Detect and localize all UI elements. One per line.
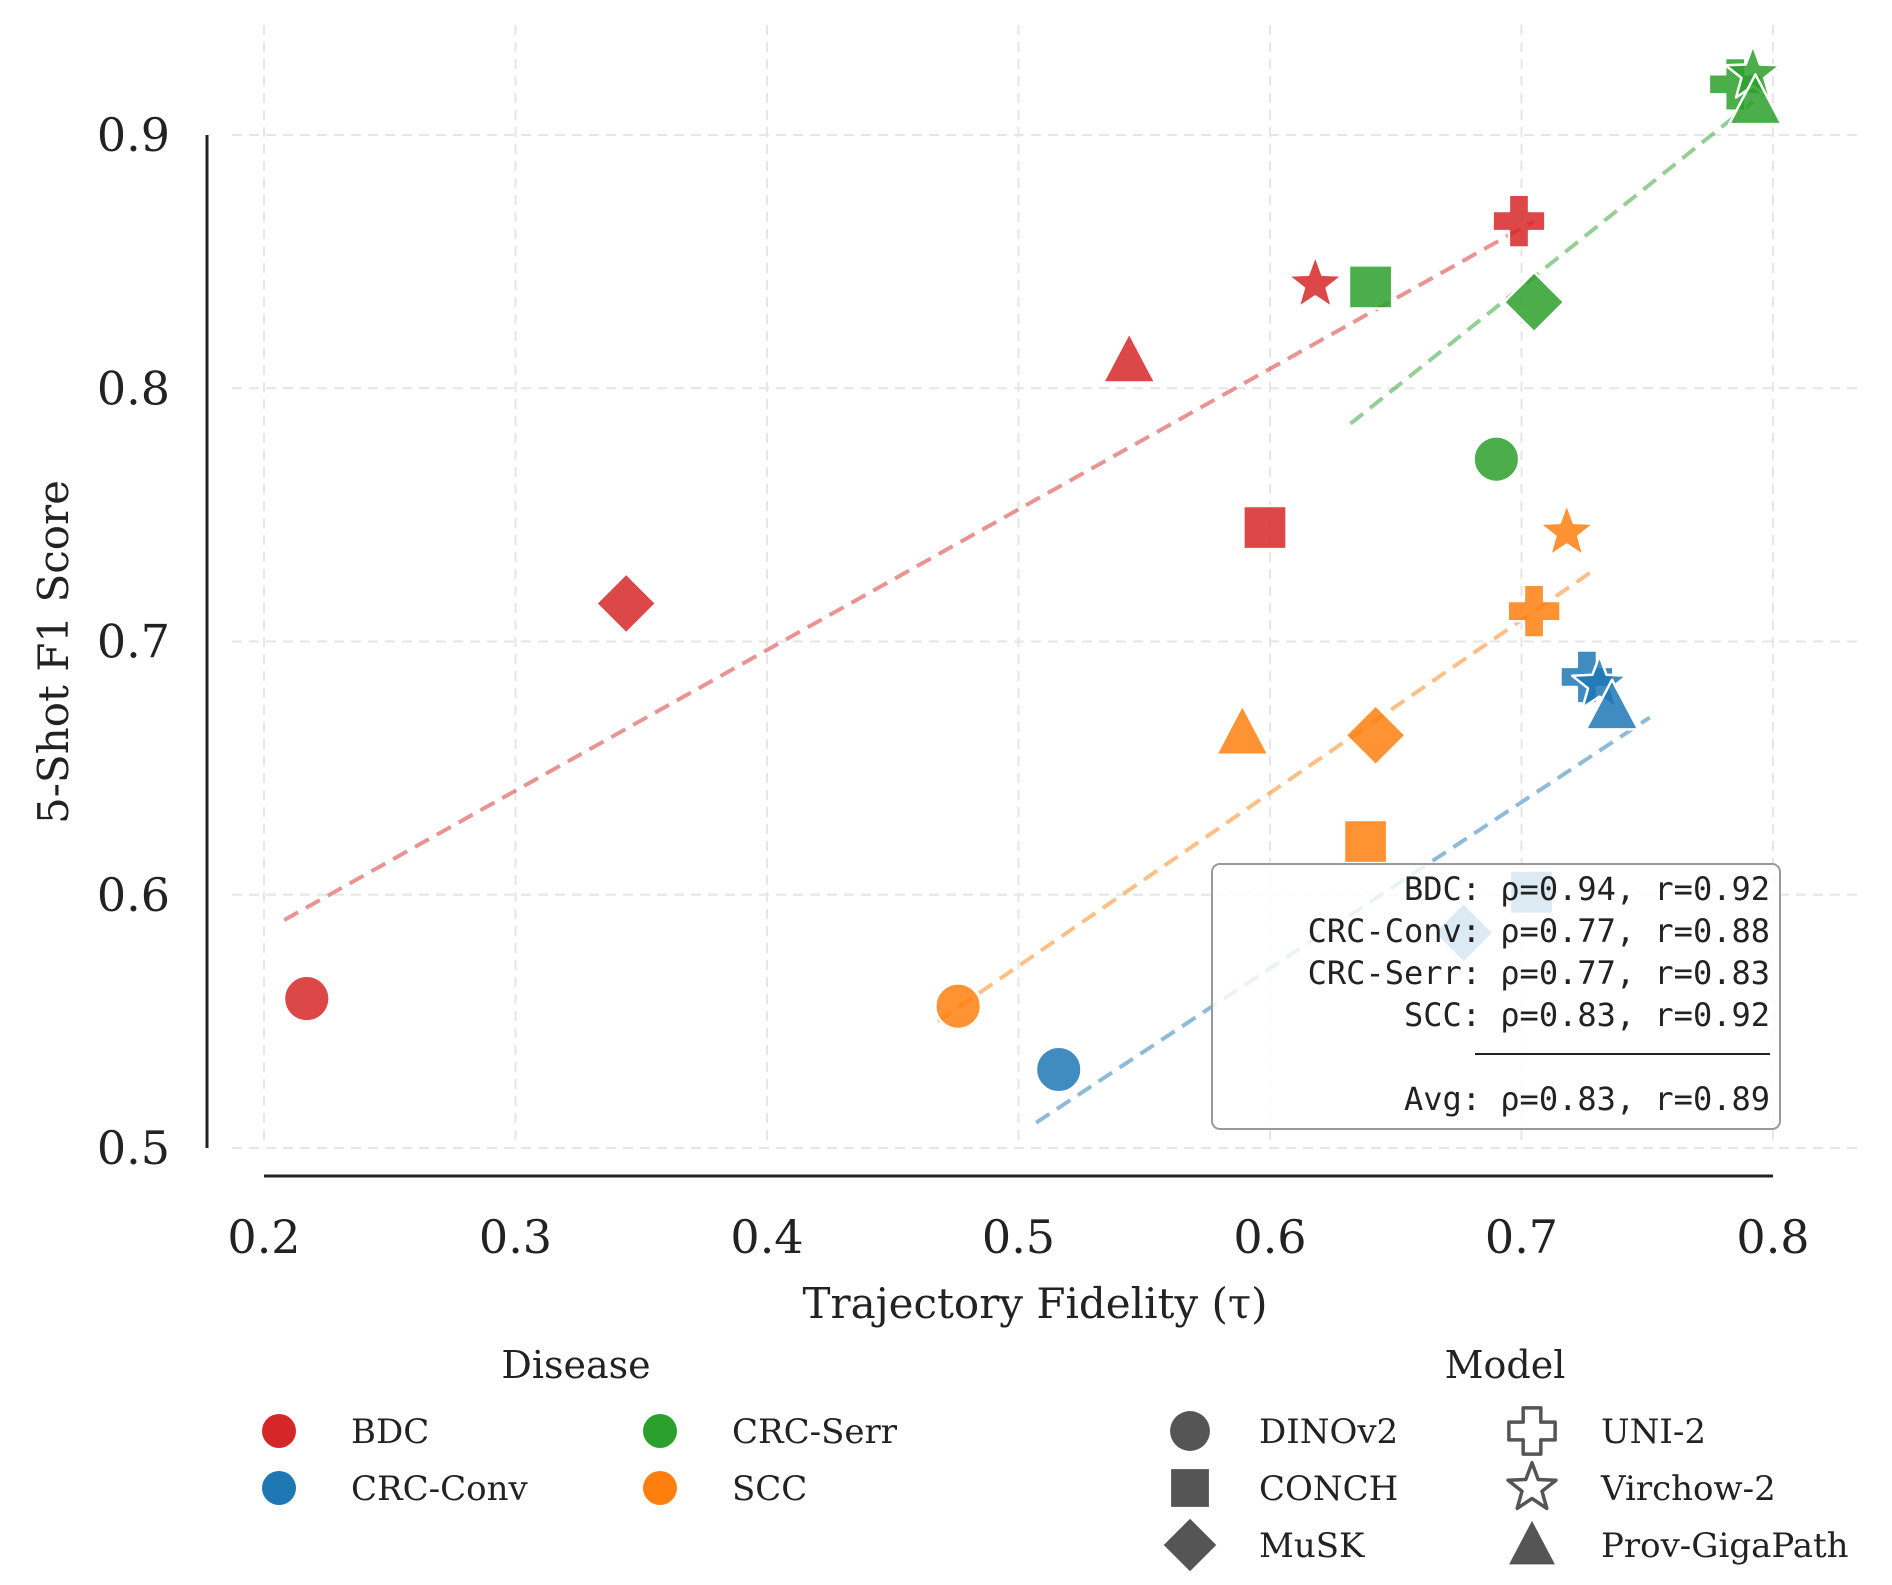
x-tick-label: 0.4: [730, 1210, 803, 1264]
point-bdc-prov-gigapath: [1101, 331, 1157, 384]
point-bdc-dinov2: [282, 974, 331, 1023]
x-tick-label: 0.2: [227, 1210, 300, 1264]
point-scc-conch: [1342, 818, 1389, 865]
trend-line-crc-conv: [1034, 715, 1651, 1125]
point-crc-conv-prov-gigapath: [1584, 678, 1640, 731]
x-tick-label: 0.6: [1233, 1210, 1306, 1264]
x-axis-title: Trajectory Fidelity (τ): [803, 1279, 1268, 1328]
point-crc-conv-dinov2: [1034, 1045, 1083, 1094]
stats-box-frame: [1211, 863, 1781, 1130]
y-tick-label: 0.5: [97, 1121, 170, 1175]
point-bdc-conch: [1242, 504, 1288, 551]
legend-marker-virchow-2: [1506, 1461, 1558, 1511]
legend-label-crc-conv: CRC-Conv: [351, 1469, 528, 1509]
legend: Disease Model BDC CRC-Serr CRC-Conv SCC DINO…: [262, 1343, 1849, 1572]
legend-color-crc-serr: [643, 1414, 677, 1448]
y-tick-label: 0.8: [97, 361, 170, 415]
legend-marker-prov-gigapath: [1509, 1520, 1555, 1565]
point-bdc-musk: [594, 572, 658, 635]
point-crc-conv-virchow-2: [1570, 654, 1629, 710]
point-scc-prov-gigapath: [1214, 703, 1270, 756]
legend-label-dinov2: DINOv2: [1259, 1412, 1398, 1452]
x-tick-label: 0.7: [1485, 1210, 1558, 1264]
x-tick-label: 0.3: [479, 1210, 552, 1264]
ticks: 0.2 0.3 0.4 0.5 0.6 0.7 0.8 0.5 0.6 0.7 0.8 0.9: [97, 108, 1810, 1264]
trend-line-bdc: [283, 219, 1536, 922]
legend-marker-conch: [1171, 1469, 1209, 1507]
stats-line-crc-conv: CRC-Conv: ρ=0.77, r=0.88: [1308, 912, 1770, 950]
x-tick-label: 0.8: [1736, 1210, 1809, 1264]
point-scc-musk: [1344, 703, 1407, 767]
legend-color-scc: [643, 1471, 677, 1505]
stats-line-crc-serr: CRC-Serr: ρ=0.77, r=0.83: [1308, 954, 1770, 992]
stats-line-avg: Avg: ρ=0.83, r=0.89: [1404, 1080, 1770, 1118]
legend-label-uni-2: UNI-2: [1601, 1412, 1706, 1452]
legend-disease-title: Disease: [501, 1343, 650, 1387]
x-tick-label: 0.5: [982, 1210, 1055, 1264]
legend-label-bdc: BDC: [351, 1412, 429, 1452]
trend-line-crc-serr: [1349, 90, 1767, 426]
point-scc-virchow-2: [1538, 502, 1596, 558]
point-bdc-virchow-2: [1286, 254, 1344, 309]
y-tick-label: 0.6: [97, 868, 170, 922]
legend-color-bdc: [262, 1414, 296, 1448]
legend-marker-musk: [1163, 1518, 1217, 1572]
axes: [205, 135, 1773, 1178]
legend-label-crc-serr: CRC-Serr: [732, 1412, 898, 1452]
legend-label-musk: MuSK: [1259, 1526, 1365, 1566]
y-axis-title: 5-Shot F1 Score: [29, 480, 78, 824]
point-scc-dinov2: [934, 982, 983, 1031]
stats-line-scc: SCC: ρ=0.83, r=0.92: [1404, 996, 1770, 1034]
trend-lines: [283, 90, 1767, 1125]
point-bdc-uni-2: [1491, 193, 1547, 249]
legend-label-conch: CONCH: [1259, 1469, 1398, 1509]
legend-label-virchow-2: Virchow-2: [1600, 1469, 1776, 1509]
stats-box: BDC: ρ=0.94, r=0.92 CRC-Conv: ρ=0.77, r=…: [1211, 863, 1781, 1130]
legend-marker-dinov2: [1170, 1411, 1210, 1451]
y-tick-label: 0.7: [97, 615, 170, 669]
point-crc-serr-prov-gigapath: [1727, 73, 1783, 126]
legend-label-scc: SCC: [732, 1469, 807, 1509]
legend-model-title: Model: [1445, 1343, 1566, 1387]
legend-label-prov-gigapath: Prov-GigaPath: [1601, 1526, 1849, 1566]
point-crc-serr-dinov2: [1472, 435, 1521, 484]
stats-line-bdc: BDC: ρ=0.94, r=0.92: [1404, 870, 1770, 908]
legend-marker-uni-2: [1507, 1406, 1557, 1456]
trend-line-scc: [936, 566, 1599, 1024]
legend-color-crc-conv: [262, 1471, 296, 1505]
point-crc-serr-musk: [1502, 270, 1566, 334]
y-tick-label: 0.9: [97, 108, 170, 162]
point-crc-serr-conch: [1347, 264, 1394, 310]
point-scc-uni-2: [1506, 583, 1562, 639]
